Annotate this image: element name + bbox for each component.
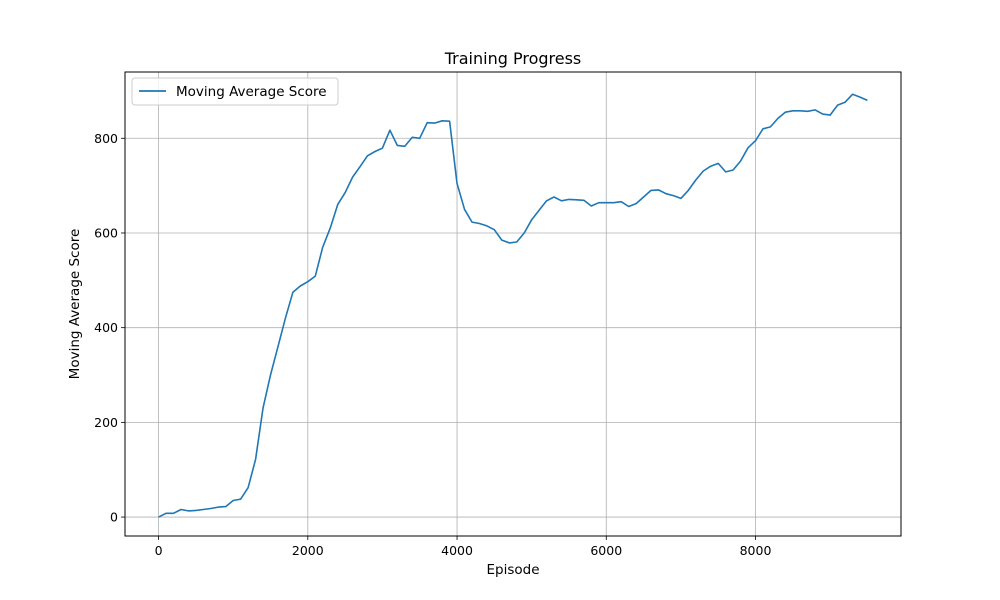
x-axis-label: Episode	[486, 562, 539, 578]
x-tick-label: 0	[155, 543, 163, 558]
y-axis-label: Moving Average Score	[67, 229, 83, 380]
x-tick-label: 8000	[740, 543, 772, 558]
chart-title: Training Progress	[444, 49, 582, 68]
grid-lines	[125, 72, 901, 536]
legend: Moving Average Score	[131, 77, 339, 106]
y-tick-label: 400	[94, 320, 118, 335]
y-tick-label: 800	[94, 131, 118, 146]
plot-frame	[124, 71, 902, 537]
x-tick-label: 2000	[292, 543, 324, 558]
y-tick-label: 200	[94, 415, 118, 430]
y-tick-label: 0	[110, 510, 118, 525]
x-tick-label: 6000	[590, 543, 622, 558]
legend-label: Moving Average Score	[176, 84, 327, 100]
series-line-moving-average-score	[158, 93, 868, 518]
x-tick-label: 4000	[441, 543, 473, 558]
axis-ticks: 0 2000 4000 6000 8000 0 200 400 600 800	[94, 131, 771, 558]
legend-box	[131, 77, 339, 106]
y-tick-label: 600	[94, 225, 118, 240]
